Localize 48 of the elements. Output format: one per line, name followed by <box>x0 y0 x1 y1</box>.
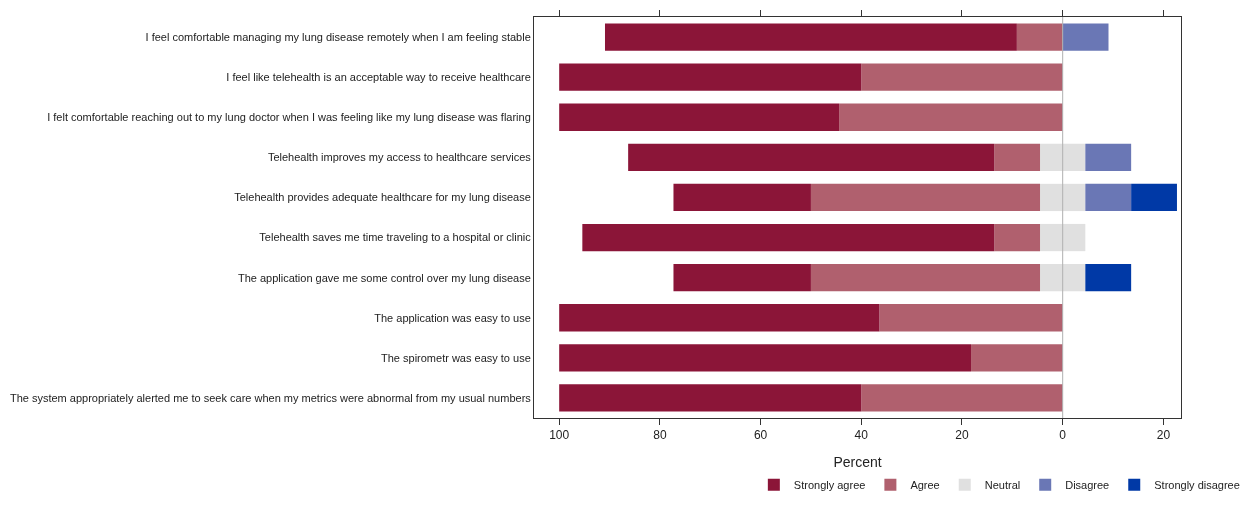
y-tick-label: I feel comfortable managing my lung disease remotely when I am feeling stable <box>145 30 531 43</box>
bar <box>861 63 1063 91</box>
bar <box>559 103 840 131</box>
y-tick-label: I feel like telehealth is an acceptable way to receive healthcare <box>226 71 531 83</box>
legend-label: Strongly agree <box>793 478 866 491</box>
bar <box>559 344 972 372</box>
bar <box>1062 23 1109 51</box>
bar <box>879 304 1063 332</box>
bar <box>1131 183 1177 212</box>
bar <box>673 264 811 292</box>
bar <box>839 103 1063 131</box>
y-tick-label: Telehealth saves me time traveling to a hospital or clinic <box>259 231 532 244</box>
legend-label: Neutral <box>984 478 1021 491</box>
x-tick-label: 80 <box>653 428 667 443</box>
x-tick-label: 40 <box>854 428 869 443</box>
x-tick-label: 20 <box>955 428 969 443</box>
x-tick-label: 60 <box>753 428 768 443</box>
bar <box>810 183 1041 212</box>
bar <box>994 143 1041 171</box>
y-tick-label: Telehealth provides adequate healthcare for my lung disease <box>234 191 531 204</box>
bar <box>1016 23 1063 51</box>
x-tick-label: 20 <box>1156 428 1171 443</box>
bar <box>861 384 1063 412</box>
y-tick-label: The application gave me some control over my lung disease <box>237 271 531 284</box>
y-tick-label: I felt comfortable reaching out to my lung doctor when I was feeling like my lung disease was flaring <box>47 111 531 124</box>
bar <box>582 223 995 252</box>
x-axis-title: Percent <box>833 453 882 470</box>
bar <box>1085 143 1132 171</box>
bar <box>559 304 880 332</box>
bar <box>673 183 811 212</box>
x-tick-label: 100 <box>549 428 570 443</box>
bar <box>628 143 995 171</box>
legend-label: Strongly disagree <box>1154 478 1240 491</box>
bar <box>994 223 1041 252</box>
y-tick-label: The spirometr was easy to use <box>381 351 531 364</box>
bar <box>1085 183 1132 212</box>
legend-label: Disagree <box>1065 478 1110 491</box>
y-tick-label: The system appropriately alerted me to seek care when my metrics were abnormal from my usual numbers <box>9 391 532 404</box>
bar <box>559 63 862 91</box>
x-tick-label: 0 <box>1059 428 1067 443</box>
legend-label: Agree <box>910 478 940 491</box>
bar <box>559 384 862 412</box>
bar <box>810 264 1041 292</box>
y-tick-label: Telehealth improves my access to healthcare services <box>267 151 532 164</box>
bar <box>604 23 1017 51</box>
bar <box>1085 264 1132 292</box>
y-tick-label: The application was easy to use <box>374 311 531 324</box>
bar <box>971 344 1063 372</box>
